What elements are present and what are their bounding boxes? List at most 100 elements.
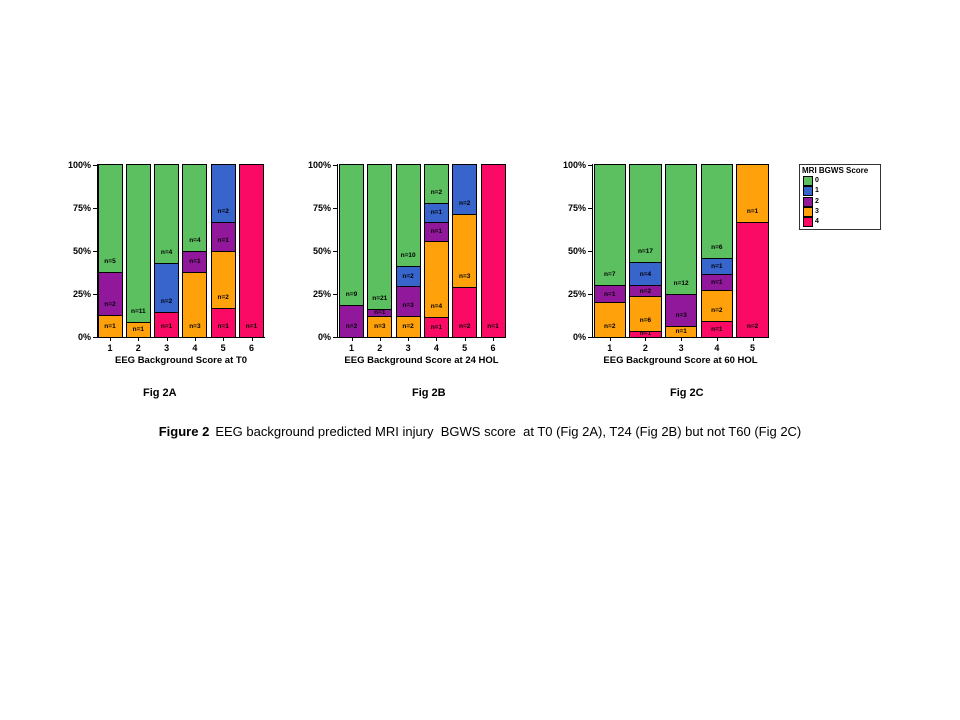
x-tick-label: 5	[750, 343, 756, 353]
x-axis-title: EEG Background Score at 60 HOL	[603, 355, 758, 366]
bar-segment-bgws-3	[98, 315, 122, 337]
bar-outline	[97, 164, 123, 338]
bar-segment-bgws-3	[453, 214, 477, 288]
bar-segment-bgws-0	[701, 165, 733, 259]
bar-segment-bgws-0	[340, 165, 363, 306]
x-tick	[166, 338, 168, 341]
bar-segment-count-label: n=1	[217, 322, 229, 330]
x-tick	[464, 338, 466, 341]
bar-segment-count-label: n=2	[402, 272, 414, 280]
bar-segment-bgws-3	[630, 296, 661, 332]
bar-outline	[210, 164, 236, 338]
segment-divider	[183, 250, 207, 252]
x-tick-label: 6	[490, 343, 496, 353]
bar-segment-bgws-2	[396, 286, 420, 317]
segment-divider	[424, 221, 448, 223]
y-tick	[588, 293, 592, 295]
bar-segment-count-label: n=1	[374, 309, 386, 317]
y-tick-label: 0%	[317, 332, 331, 342]
bar-segment-bgws-4	[701, 321, 733, 337]
bar-segment-bgws-0	[368, 165, 392, 310]
bar-outline	[423, 164, 449, 338]
segment-divider	[155, 262, 179, 264]
bar-segment-bgws-1	[630, 262, 661, 286]
y-tick-label: 75%	[312, 203, 331, 213]
bar-segment-count-label: n=3	[402, 302, 414, 310]
bar-segment-count-label: n=1	[487, 322, 499, 330]
x-tick	[351, 338, 353, 341]
y-tick	[588, 336, 592, 338]
figure-caption-text: EEG background predicted MRI injury BGWS…	[215, 424, 802, 439]
x-tick	[436, 338, 438, 341]
y-tick-label: 25%	[312, 289, 331, 299]
legend-box: MRI BGWS Score 0 1 2 3 4	[799, 164, 881, 230]
segment-divider	[701, 320, 733, 322]
x-tick	[194, 338, 196, 341]
segment-divider	[701, 289, 733, 291]
bar-segment-count-label: n=2	[458, 199, 471, 207]
bar-segment-bgws-0	[630, 165, 661, 263]
bar-segment-bgws-2	[211, 222, 235, 251]
bar-segment-count-label: n=6	[711, 244, 723, 252]
segment-divider	[98, 272, 122, 273]
bar-segment-count-label: n=2	[217, 207, 229, 215]
bar-segment-bgws-4	[240, 165, 263, 337]
bar-segment-count-label: n=1	[711, 325, 723, 333]
bar-segment-bgws-3	[665, 326, 697, 337]
bar-outline	[664, 164, 698, 338]
bar-segment-bgws-1	[155, 263, 179, 313]
bar-segment-count-label: n=1	[675, 328, 687, 336]
segment-divider	[424, 202, 448, 204]
y-tick-label: 100%	[562, 160, 586, 170]
bar-segment-bgws-2	[665, 294, 697, 327]
bar-segment-bgws-2	[630, 285, 661, 297]
bar-segment-count-label: n=2	[217, 293, 229, 301]
x-tick	[379, 338, 381, 341]
bar-segment-count-label: n=17	[637, 247, 653, 255]
legend-item: 1	[803, 186, 880, 197]
segment-divider	[701, 258, 733, 260]
x-tick-label: 2	[377, 343, 383, 353]
y-tick	[333, 164, 337, 166]
x-tick	[716, 338, 718, 341]
legend-item: 4	[803, 217, 880, 228]
x-tick-label: 6	[248, 343, 254, 353]
bar-outline	[736, 164, 769, 338]
segment-divider	[665, 293, 697, 295]
bar-segment-bgws-0	[183, 165, 207, 251]
legend-item: 2	[803, 196, 880, 207]
x-tick	[752, 338, 754, 341]
x-tick-label: 3	[164, 343, 170, 353]
bar-segment-bgws-0	[396, 165, 420, 267]
segment-divider	[183, 272, 207, 273]
bar-outline	[154, 164, 180, 338]
bar-segment-count-label: n=1	[711, 263, 723, 271]
bar-segment-bgws-2	[368, 309, 392, 317]
segment-divider	[630, 330, 661, 332]
bar-segment-bgws-4	[453, 287, 477, 337]
bar-segment-count-label: n=10	[400, 251, 416, 259]
bar-segment-bgws-3	[183, 272, 207, 337]
segment-divider	[424, 317, 448, 319]
bar-segment-bgws-4	[630, 331, 661, 337]
bar-segment-bgws-3	[126, 322, 150, 337]
legend-swatch	[803, 207, 813, 218]
bar-segment-bgws-4	[481, 165, 505, 337]
bar-segment-count-label: n=5	[104, 258, 116, 265]
bar-outline	[339, 164, 364, 338]
x-tick-label: 1	[348, 343, 354, 353]
bar-segment-bgws-3	[701, 290, 733, 322]
x-tick	[645, 338, 647, 341]
segment-divider	[126, 322, 150, 324]
legend-rows: 0 1 2 3 4	[800, 176, 880, 228]
bar-segment-bgws-3	[211, 251, 235, 309]
bar-segment-bgws-0	[665, 165, 697, 294]
x-tick	[493, 338, 494, 341]
x-tick	[609, 338, 611, 341]
bar-segment-bgws-1	[396, 266, 420, 287]
legend-item-label: 1	[815, 187, 819, 195]
y-tick-label: 75%	[567, 203, 586, 213]
bar-segment-count-label: n=1	[132, 326, 144, 334]
legend-title: MRI BGWS Score	[802, 166, 869, 175]
bar-segment-count-label: n=3	[458, 273, 471, 281]
